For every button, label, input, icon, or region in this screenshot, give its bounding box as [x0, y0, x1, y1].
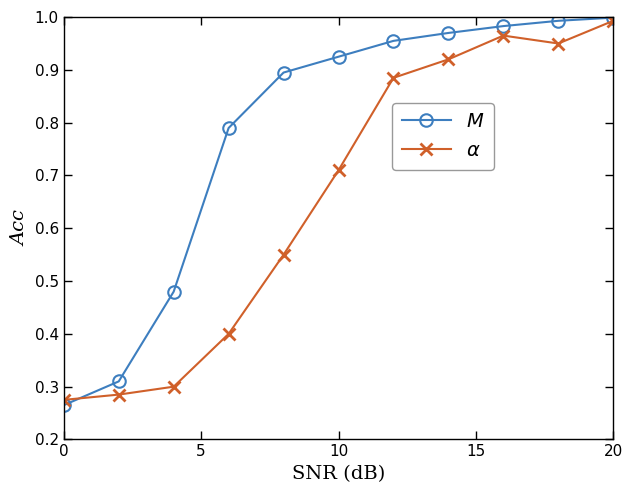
Line: $\alpha$: $\alpha$ — [58, 14, 619, 406]
$\alpha$ — [609, 18, 617, 24]
$\alpha$ — [555, 41, 562, 46]
$M$ — [60, 402, 68, 408]
$M$ — [280, 70, 287, 76]
$\alpha$ — [335, 167, 342, 173]
Line: $M$: $M$ — [58, 11, 619, 412]
$\alpha$ — [390, 75, 398, 81]
$M$ — [225, 125, 233, 131]
Y-axis label: Acc: Acc — [11, 210, 29, 246]
Legend: $M$, $\alpha$: $M$, $\alpha$ — [392, 103, 494, 170]
$M$ — [335, 54, 342, 60]
$\alpha$ — [225, 331, 233, 337]
$M$ — [170, 288, 178, 294]
X-axis label: SNR (dB): SNR (dB) — [292, 465, 385, 483]
$M$ — [115, 378, 122, 384]
$\alpha$ — [280, 252, 287, 258]
$M$ — [555, 18, 562, 24]
$M$ — [390, 38, 398, 44]
$\alpha$ — [60, 397, 68, 403]
$\alpha$ — [115, 392, 122, 398]
$M$ — [609, 15, 617, 21]
$\alpha$ — [500, 33, 507, 39]
$M$ — [500, 23, 507, 29]
$\alpha$ — [170, 384, 178, 390]
$M$ — [444, 30, 452, 36]
$\alpha$ — [444, 56, 452, 62]
